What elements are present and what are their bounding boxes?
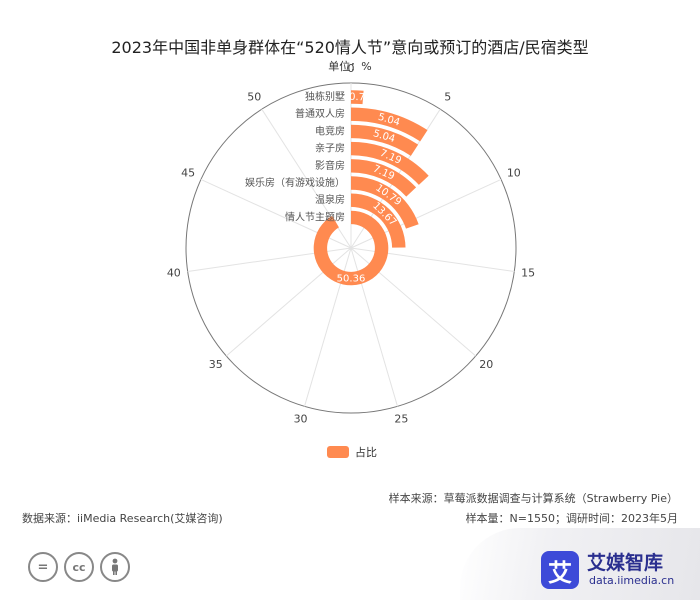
cc-icon: cc: [64, 552, 94, 582]
angle-tick-label: 30: [294, 413, 308, 426]
legend-swatch: [327, 446, 349, 458]
bar-3[interactable]: [351, 159, 417, 197]
category-label: 亲子房: [315, 142, 345, 155]
category-label: 普通双人房: [295, 107, 345, 120]
angle-tick-label: 45: [181, 167, 195, 180]
license-badges: = cc: [28, 552, 130, 582]
brand-url[interactable]: data.iimedia.cn: [589, 574, 675, 587]
angle-tick-label: 15: [521, 266, 535, 279]
sample-info: 样本量：N=1550；调研时间：2023年5月: [465, 512, 678, 525]
angle-tick-label: 50: [247, 90, 261, 103]
person-icon: [100, 552, 130, 582]
category-label: 温泉房: [315, 193, 345, 206]
category-label: 娱乐房（有游戏设施）: [245, 176, 345, 189]
angle-tick-label: 25: [394, 413, 408, 426]
angle-tick-label: 35: [209, 358, 223, 371]
bar-6[interactable]: [351, 107, 428, 142]
category-label: 电竞房: [315, 124, 345, 137]
angle-tick-label: 5: [444, 90, 451, 103]
brand-background: [460, 528, 700, 600]
category-label: 影音房: [315, 159, 345, 172]
value-label: 0.7: [349, 92, 365, 104]
angle-tick-label: 40: [167, 266, 181, 279]
data-source: 数据来源：iiMedia Research(艾媒咨询): [22, 512, 223, 525]
bar-7[interactable]: [351, 90, 364, 105]
bar-5[interactable]: [351, 124, 419, 156]
chart-unit: 单位：%: [328, 60, 372, 73]
value-label: 50.36: [337, 274, 366, 285]
equals-icon: =: [28, 552, 58, 582]
brand-name: 艾媒智库: [587, 552, 664, 574]
angle-tick-label: 20: [479, 358, 493, 371]
bar-2[interactable]: [351, 176, 419, 229]
sample-source: 样本来源：草莓派数据调查与计算系统（Strawberry Pie）: [388, 492, 678, 505]
bar-4[interactable]: [351, 141, 429, 185]
category-label: 情人节主题房: [285, 210, 345, 223]
legend[interactable]: 占比: [327, 444, 377, 460]
angle-tick-label: 0: [348, 62, 355, 75]
chart-title: 2023年中国非单身群体在“520情人节”意向或预订的酒店/民宿类型: [111, 38, 589, 57]
bar-0[interactable]: [313, 210, 389, 286]
angle-tick-label: 10: [507, 167, 521, 180]
category-label: 独栋别墅: [305, 90, 345, 103]
brand-logo: 艾: [541, 551, 579, 589]
legend-label: 占比: [355, 446, 377, 459]
bar-1[interactable]: [351, 193, 406, 248]
